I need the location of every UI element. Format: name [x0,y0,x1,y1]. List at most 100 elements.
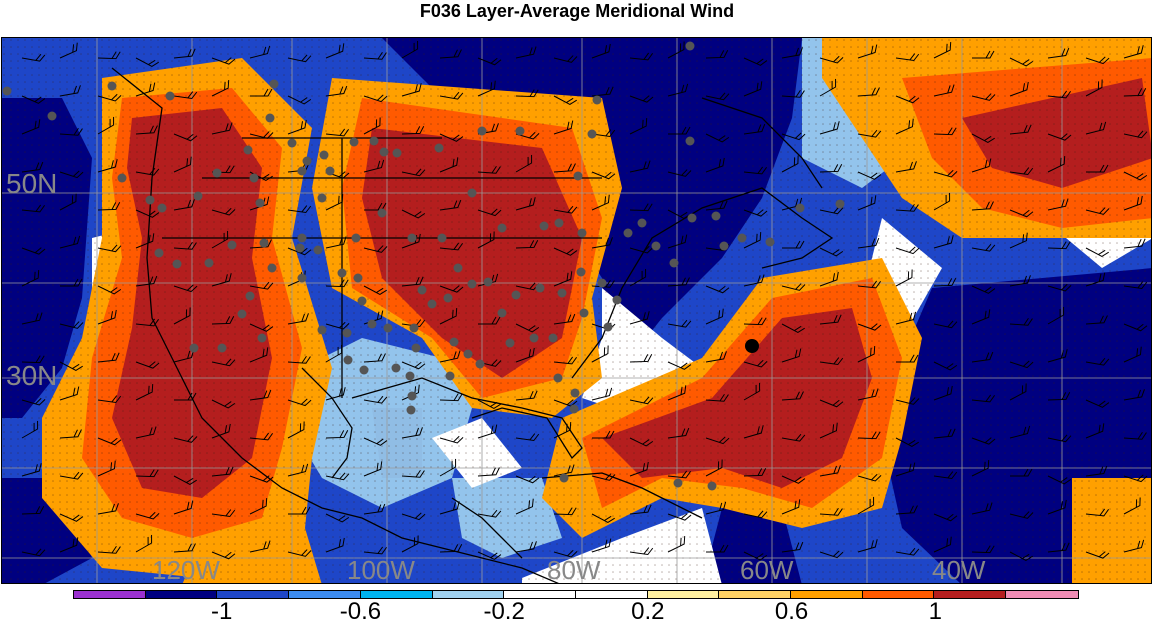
wind-barb [59,321,84,329]
wind-barb [592,430,615,439]
colorbar-segment [647,591,720,598]
wind-barb [933,320,958,329]
wind-barb [553,95,577,106]
wind-barb [857,87,880,97]
wind-barb [97,159,118,173]
wind-barb [971,502,993,515]
station-marker [267,263,277,273]
wind-barb [1123,539,1145,553]
wind-barb [933,471,958,480]
wind-barb [363,117,381,135]
station-marker [835,199,845,209]
station-marker [685,136,695,146]
wind-barb [591,129,616,138]
wind-barb [705,308,724,325]
wind-barb [173,543,196,553]
wind-barb [971,158,992,173]
wind-barb [857,539,878,553]
wind-barb [59,471,84,480]
wind-barb [325,387,346,401]
wind-barb [1085,247,1109,258]
station-marker [302,156,312,166]
wind-barb [971,285,996,294]
lat-label-30n: 30N [6,360,58,391]
wind-barb [287,119,307,135]
wind-barb [250,88,273,97]
wind-barb [59,127,83,136]
wind-barb [173,156,192,173]
wind-barb [1086,164,1109,173]
wind-barb [668,126,691,135]
station-marker [515,126,525,136]
wind-barb [857,280,882,289]
wind-barb [1047,241,1071,250]
lon-label-100w: 100W [347,555,415,584]
wind-barb [591,86,614,97]
wind-barb [1009,124,1032,135]
wind-barb [211,57,236,65]
wind-barb [933,127,957,136]
wind-barb [1009,383,1027,401]
wind-barb [363,461,383,477]
wind-barb [325,194,344,211]
wind-barb [705,157,725,173]
station-marker [587,129,597,139]
wind-barb [819,164,843,173]
station-marker [357,296,367,306]
wind-barb [781,323,805,334]
wind-barb [515,46,537,59]
wind-barb [781,47,803,59]
wind-barb [135,469,159,478]
wind-barb [1085,207,1110,215]
wind-barb [439,285,464,293]
wind-barb [401,40,419,59]
wind-barb [135,209,160,218]
colorbar-segment [862,591,935,598]
wind-barb [401,276,424,287]
wind-barb [971,93,996,101]
station-marker [765,237,775,247]
wind-barb [857,171,882,180]
colorbar-segment [74,591,146,598]
wind-barb [781,348,802,363]
station-marker [369,136,379,146]
wind-barb [439,49,462,59]
wind-barb [591,473,616,481]
wind-barb [1009,551,1033,562]
wind-barb [59,193,77,211]
wind-barbs [21,40,1148,562]
wind-barb [819,357,844,366]
wind-barb [971,545,995,554]
wind-barb [591,194,610,211]
wind-barb [705,436,730,445]
wind-barb [667,83,689,97]
wind-barb [325,279,349,288]
wind-barb [972,50,995,59]
wind-barb [173,349,195,363]
station-marker [427,299,437,309]
station-marker [297,166,307,176]
station-marker [548,333,558,343]
significance-stipple [2,38,1151,583]
wind-barb [629,461,649,477]
wind-barb [211,230,229,249]
wind-barb [553,247,578,256]
wind-barb [895,203,919,212]
wind-barb [971,437,996,445]
lat-label-50n: 50N [6,168,58,199]
wind-barb [135,534,153,553]
wind-barb [97,460,116,477]
wind-barb [21,95,46,104]
station-marker [107,81,117,91]
station-marker [437,233,447,243]
wind-barb [857,323,882,331]
wind-barb [515,197,536,211]
wind-barb [135,384,154,401]
wind-barb [629,203,653,212]
wind-barb [287,355,311,364]
wind-barb [325,344,343,363]
wind-barb [21,420,39,439]
wind-barb [135,167,160,176]
wind-barb [401,535,419,553]
station-marker [317,325,327,335]
